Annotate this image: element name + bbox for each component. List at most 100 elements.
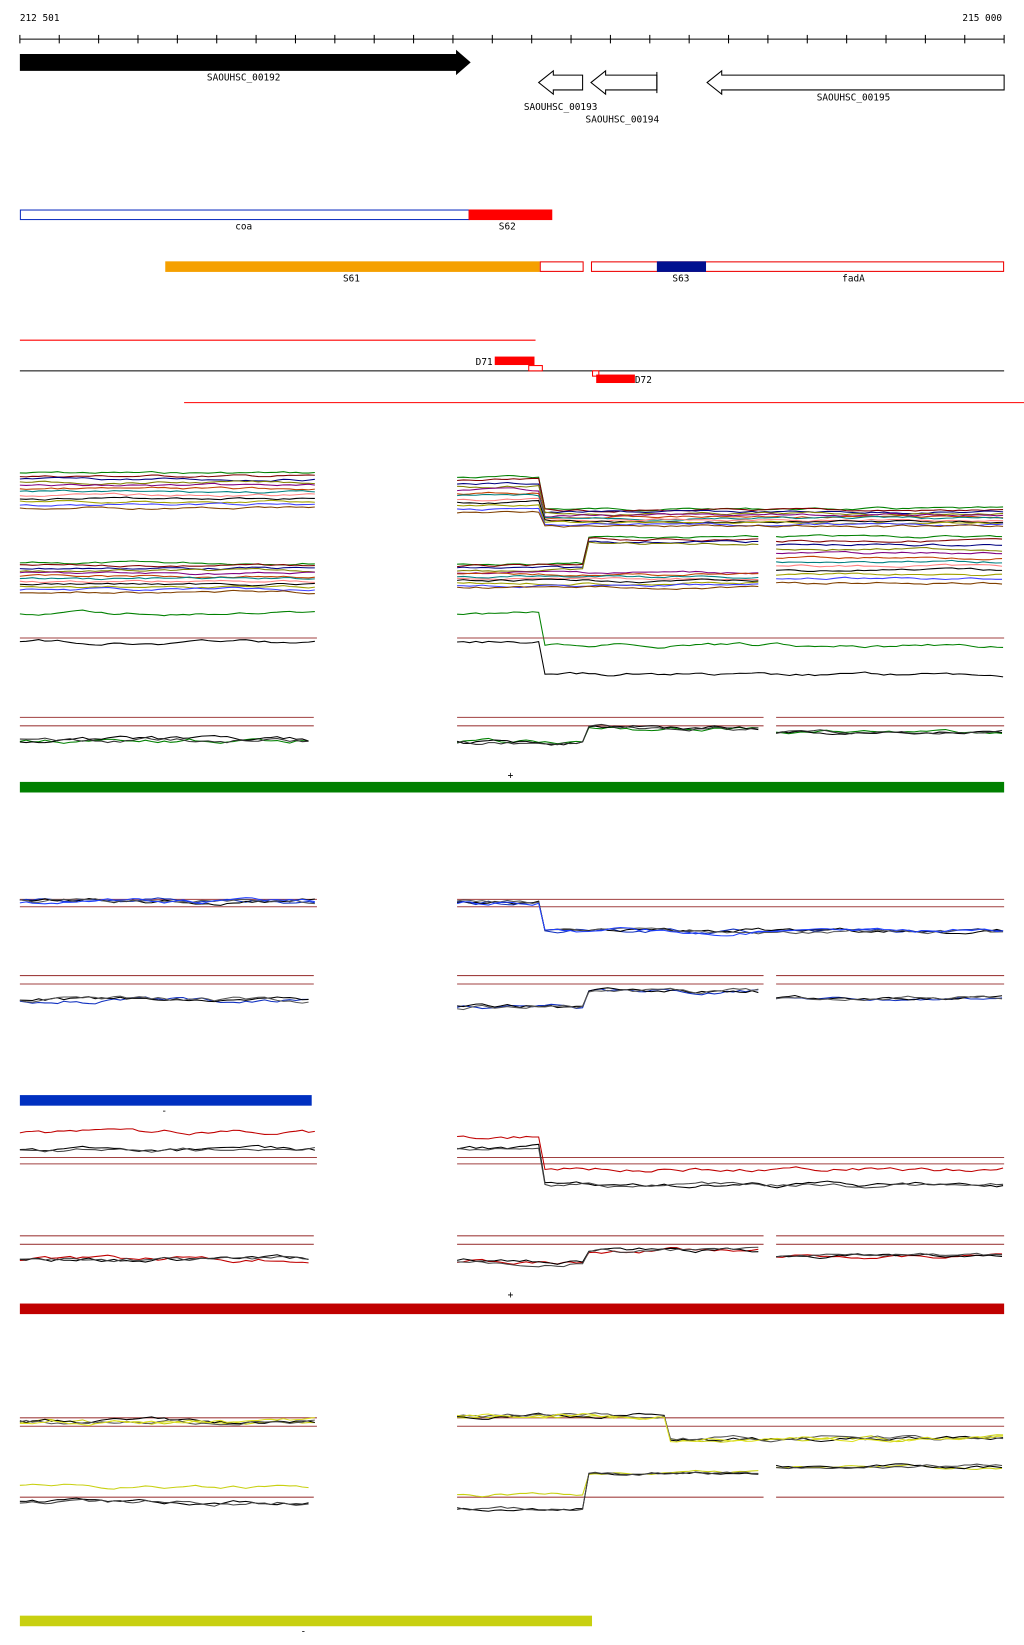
transcript xyxy=(494,356,535,366)
trace xyxy=(457,1471,759,1512)
trace xyxy=(776,555,1003,561)
trace xyxy=(776,581,1003,586)
ruler-start: 212 501 xyxy=(20,13,60,24)
trace xyxy=(457,493,1004,521)
transcript xyxy=(592,370,600,377)
trace xyxy=(776,567,1003,572)
trace xyxy=(19,1146,315,1153)
trace xyxy=(456,1143,1004,1189)
strand-label: - xyxy=(300,1627,306,1638)
trace xyxy=(19,573,315,579)
trace xyxy=(19,1144,315,1152)
trace xyxy=(19,496,315,501)
trace xyxy=(457,1135,1004,1173)
segment xyxy=(590,261,1005,272)
trace xyxy=(776,576,1003,581)
trace xyxy=(19,609,315,617)
trace xyxy=(456,725,759,746)
trace xyxy=(457,581,759,586)
trace xyxy=(19,1483,309,1490)
segment xyxy=(19,209,470,221)
segment xyxy=(165,261,540,272)
gene-arrow xyxy=(19,49,471,76)
trace xyxy=(19,897,315,906)
trace xyxy=(776,994,1003,1001)
strand-bar xyxy=(19,1303,1005,1315)
transcript xyxy=(528,365,543,372)
trace xyxy=(456,901,1004,937)
trace xyxy=(776,572,1003,577)
trace xyxy=(457,1469,759,1498)
transcript-label: D71 xyxy=(476,357,493,368)
trace xyxy=(19,589,315,595)
trace xyxy=(19,476,315,482)
trace xyxy=(19,1498,309,1507)
trace xyxy=(457,987,759,1011)
trace xyxy=(457,585,759,590)
trace xyxy=(775,1463,1003,1470)
trace xyxy=(457,507,1004,527)
strand-label: - xyxy=(161,1106,167,1117)
strand-label: + xyxy=(508,771,514,782)
trace xyxy=(19,470,315,475)
trace xyxy=(457,540,759,569)
segment-label: fadA xyxy=(842,273,865,284)
trace xyxy=(776,538,1003,543)
trace xyxy=(457,575,759,579)
trace xyxy=(457,541,759,573)
strand-bar xyxy=(19,1095,312,1106)
trace xyxy=(19,737,309,744)
trace xyxy=(776,995,1003,1002)
trace xyxy=(19,996,309,1003)
strand-bar xyxy=(19,1615,593,1627)
trace xyxy=(776,550,1003,555)
trace xyxy=(457,1246,759,1268)
trace xyxy=(19,560,315,566)
gene-arrow xyxy=(590,69,658,96)
trace xyxy=(19,571,315,576)
trace xyxy=(457,491,1004,519)
trace xyxy=(19,474,315,478)
segment-label: S61 xyxy=(343,273,360,284)
trace xyxy=(457,1413,1004,1443)
trace xyxy=(456,726,759,745)
trace xyxy=(776,559,1003,564)
trace xyxy=(19,585,315,589)
trace xyxy=(19,563,315,568)
gene-arrow xyxy=(537,69,584,96)
trace xyxy=(19,566,315,571)
trace xyxy=(457,578,759,584)
trace xyxy=(19,1128,315,1136)
trace xyxy=(19,486,315,491)
trace xyxy=(457,570,759,575)
trace xyxy=(776,1252,1003,1258)
trace xyxy=(776,547,1003,552)
trace xyxy=(457,504,1004,525)
segment xyxy=(468,209,553,221)
segment-label: S63 xyxy=(672,273,689,284)
transcript xyxy=(596,374,635,384)
trace xyxy=(776,1253,1003,1259)
strand-bar xyxy=(19,781,1005,793)
trace xyxy=(19,1416,315,1427)
trace xyxy=(776,563,1003,568)
trace xyxy=(19,897,315,905)
gene-label: SAOUHSC_00193 xyxy=(524,102,598,113)
trace xyxy=(19,582,315,587)
gene-label: SAOUHSC_00195 xyxy=(817,92,891,103)
trace xyxy=(19,995,309,1004)
trace xyxy=(19,897,315,904)
trace xyxy=(456,1471,759,1512)
trace xyxy=(19,502,315,507)
gene-arrow xyxy=(706,69,1005,96)
trace xyxy=(19,480,315,486)
trace xyxy=(457,477,1004,513)
trace xyxy=(19,489,315,494)
trace xyxy=(19,1416,315,1425)
trace xyxy=(19,579,315,584)
ruler-ticks xyxy=(19,34,1005,44)
ruler-end: 215 000 xyxy=(962,13,1002,24)
trace xyxy=(19,1255,309,1263)
